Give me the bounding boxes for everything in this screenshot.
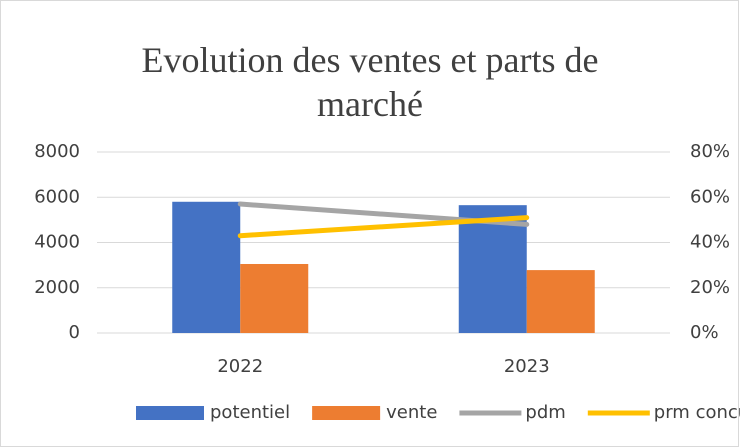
line-series xyxy=(237,215,530,239)
bar xyxy=(172,201,241,333)
legend-swatch xyxy=(312,406,381,420)
y-tick-label: 0 xyxy=(69,322,80,343)
y2-tick-label: 40% xyxy=(690,232,730,253)
y-tick-label: 8000 xyxy=(34,141,80,162)
bar xyxy=(458,205,527,333)
legend-label: vente xyxy=(386,402,437,423)
legend-label: prm concu xyxy=(654,402,740,423)
x-tick-label: 2022 xyxy=(217,356,263,377)
y2-tick-label: 20% xyxy=(690,277,730,298)
legend-swatch xyxy=(136,406,204,420)
y-tick-label: 6000 xyxy=(34,186,80,207)
bar xyxy=(240,263,309,333)
chart-title: Evolution des ventes et parts de marché xyxy=(141,40,599,124)
bar xyxy=(526,270,595,333)
y-tick-label: 4000 xyxy=(34,232,80,253)
y2-tick-label: 0% xyxy=(690,322,719,343)
legend-label: pdm xyxy=(525,402,565,423)
y2-tick-label: 80% xyxy=(690,141,730,162)
legend-label: potentiel xyxy=(210,402,290,423)
y-tick-label: 2000 xyxy=(34,277,80,298)
y2-tick-label: 60% xyxy=(690,186,730,207)
x-tick-label: 2023 xyxy=(504,356,550,377)
